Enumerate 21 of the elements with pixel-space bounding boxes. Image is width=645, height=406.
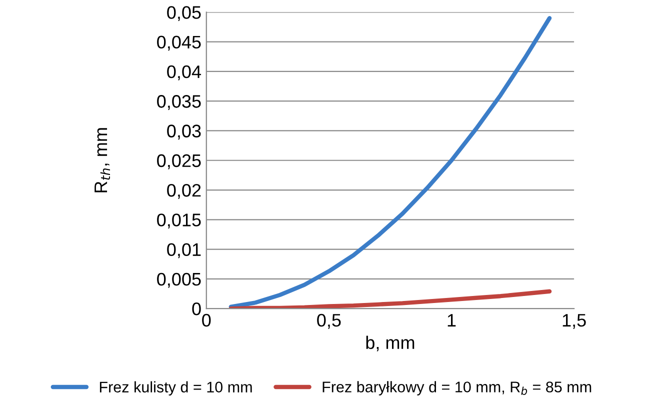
y-tick-label: 0,035 (157, 95, 201, 110)
y-tick-label: 0,05 (167, 6, 201, 22)
legend-label: Frez baryłkowy d = 10 mm, R$_{b}$ = 85 mm (322, 381, 592, 396)
x-axis-title: b, mm (366, 336, 414, 352)
line-series (228, 289, 552, 309)
y-axis-title: R$_{th}$, mm (94, 128, 110, 192)
y-tick-label: 0,04 (167, 65, 202, 80)
y-tick-label: 0 (192, 302, 201, 316)
y-tick-label: 0,015 (157, 214, 201, 228)
y-tick-label: 0,005 (157, 272, 201, 288)
y-tick-label: 0,045 (157, 36, 201, 51)
legend-label: Frez kulisty d = 10 mm (100, 381, 252, 396)
line-series (228, 16, 552, 309)
x-tick-label: 0 (202, 314, 211, 327)
x-tick-label: 0,5 (317, 314, 341, 329)
y-tick-label: 0,03 (167, 124, 201, 140)
y-tick-label: 0,02 (167, 184, 201, 199)
x-tick-label: 1,5 (562, 314, 586, 329)
y-tick-label: 0,025 (157, 154, 201, 170)
y-tick-label: 0,01 (167, 243, 201, 258)
x-tick-label: 1 (448, 314, 456, 327)
